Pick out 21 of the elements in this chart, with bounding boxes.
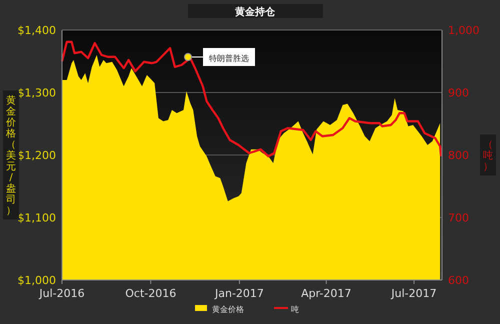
y2-tick-label: 800 [448, 149, 469, 162]
x-tick-label: Oct-2016 [125, 287, 176, 300]
legend-label: 黄金价格 [212, 305, 244, 314]
text: 黄金价格（美元/盎司） [6, 96, 16, 216]
y-tick-label: $1,400 [18, 24, 56, 37]
legend-label: 吨 [291, 305, 299, 314]
y2-tick-label: 700 [448, 212, 469, 224]
y2-tick-label: 1,000 [448, 24, 480, 37]
chart-title: 黄金持仓 [234, 6, 276, 18]
x-tick-label: Jul-2017 [390, 287, 437, 300]
y-tick-label: $1,000 [18, 274, 56, 287]
y2-tick-label: 900 [448, 86, 469, 100]
y-tick-label: $1,200 [18, 149, 56, 162]
x-tick-label: Apr-2017 [301, 287, 352, 300]
annotation: 特朗普胜选 [209, 54, 249, 63]
y2-axis-title: （吨） [483, 140, 493, 172]
x-tick-label: Jan-2017 [214, 287, 264, 300]
y-tick-label: $1,300 [18, 86, 56, 100]
x-tick-label: Jul-2016 [38, 287, 85, 300]
y2-tick-label: 600 [448, 274, 469, 287]
y-tick-label: $1,100 [18, 212, 56, 224]
